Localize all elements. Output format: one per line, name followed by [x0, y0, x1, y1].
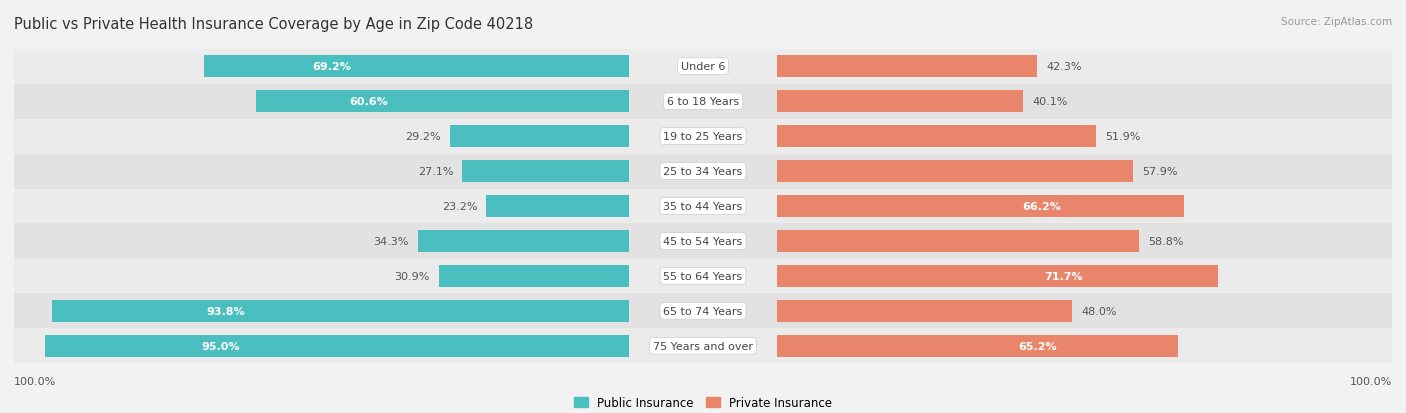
Bar	[778, 335, 1178, 357]
Bar	[778, 196, 1184, 217]
Text: 42.3%: 42.3%	[1046, 62, 1081, 72]
Bar	[52, 300, 630, 322]
Text: 65 to 74 Years: 65 to 74 Years	[664, 306, 742, 316]
Bar	[45, 335, 630, 357]
Text: 71.7%: 71.7%	[1045, 271, 1083, 281]
Bar	[778, 266, 1218, 287]
Text: 57.9%: 57.9%	[1142, 166, 1178, 177]
Bar	[14, 154, 1392, 189]
Text: 65.2%: 65.2%	[1018, 341, 1057, 351]
Text: 100.0%: 100.0%	[1350, 376, 1392, 386]
Bar	[14, 224, 1392, 259]
Text: 30.9%: 30.9%	[395, 271, 430, 281]
Bar	[450, 126, 630, 147]
Text: 58.8%: 58.8%	[1147, 236, 1184, 247]
Bar	[14, 329, 1392, 363]
Text: 51.9%: 51.9%	[1105, 132, 1140, 142]
Bar	[778, 91, 1024, 113]
Text: 48.0%: 48.0%	[1081, 306, 1116, 316]
Text: 6 to 18 Years: 6 to 18 Years	[666, 97, 740, 107]
Text: Source: ZipAtlas.com: Source: ZipAtlas.com	[1281, 17, 1392, 26]
Text: 35 to 44 Years: 35 to 44 Years	[664, 202, 742, 211]
Bar	[778, 126, 1097, 147]
Bar	[204, 56, 630, 78]
Bar	[256, 91, 630, 113]
Text: 25 to 34 Years: 25 to 34 Years	[664, 166, 742, 177]
Bar	[14, 50, 1392, 84]
Text: 23.2%: 23.2%	[441, 202, 477, 211]
Bar	[418, 230, 630, 252]
Bar	[14, 189, 1392, 224]
Text: 75 Years and over: 75 Years and over	[652, 341, 754, 351]
Text: 66.2%: 66.2%	[1022, 202, 1062, 211]
Text: Under 6: Under 6	[681, 62, 725, 72]
Text: 100.0%: 100.0%	[14, 376, 56, 386]
Text: 40.1%: 40.1%	[1032, 97, 1069, 107]
Bar	[439, 266, 630, 287]
Bar	[778, 230, 1139, 252]
Bar	[14, 259, 1392, 294]
Bar	[778, 56, 1038, 78]
Text: 27.1%: 27.1%	[418, 166, 453, 177]
Text: Public vs Private Health Insurance Coverage by Age in Zip Code 40218: Public vs Private Health Insurance Cover…	[14, 17, 533, 31]
Text: 19 to 25 Years: 19 to 25 Years	[664, 132, 742, 142]
Bar	[486, 196, 630, 217]
Text: 29.2%: 29.2%	[405, 132, 440, 142]
Text: 95.0%: 95.0%	[201, 341, 239, 351]
Bar	[14, 294, 1392, 329]
Text: 55 to 64 Years: 55 to 64 Years	[664, 271, 742, 281]
Bar	[778, 161, 1133, 183]
Text: 93.8%: 93.8%	[207, 306, 245, 316]
Bar	[14, 119, 1392, 154]
Bar	[463, 161, 630, 183]
Text: 34.3%: 34.3%	[374, 236, 409, 247]
Text: 69.2%: 69.2%	[312, 62, 350, 72]
Legend: Public Insurance, Private Insurance: Public Insurance, Private Insurance	[569, 392, 837, 413]
Text: 45 to 54 Years: 45 to 54 Years	[664, 236, 742, 247]
Bar	[14, 84, 1392, 119]
Text: 60.6%: 60.6%	[349, 97, 388, 107]
Bar	[778, 300, 1073, 322]
